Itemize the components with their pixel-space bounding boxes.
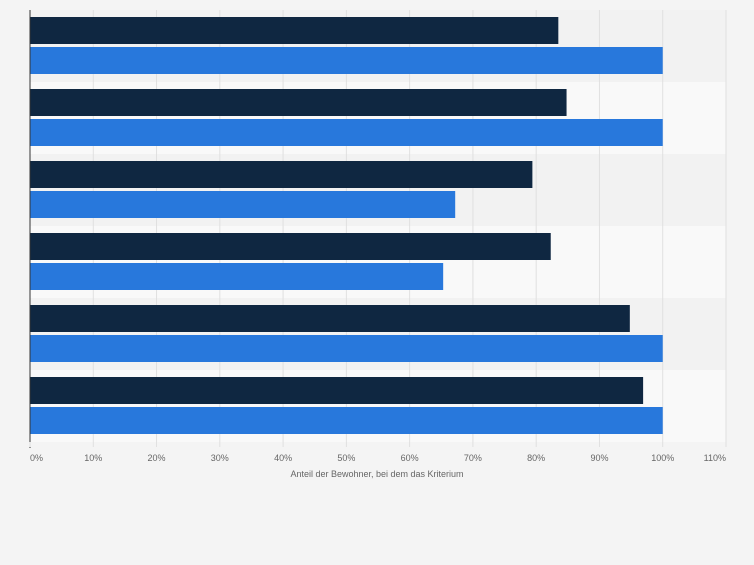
bar-series-2 bbox=[30, 47, 663, 74]
x-tick-labels: 0% 10% 20% 30% 40% 50% 60% 70% 80% 90% 100% 110% bbox=[30, 453, 726, 463]
bar-series-1 bbox=[30, 377, 644, 404]
bar-series-1 bbox=[30, 17, 559, 44]
x-tick-label: 10% bbox=[84, 453, 102, 463]
x-tick-label: 110% bbox=[704, 453, 726, 463]
bar-series-2 bbox=[30, 407, 663, 434]
x-tick-label: 90% bbox=[590, 453, 608, 463]
bar-series-2 bbox=[30, 263, 444, 290]
bar-series-1 bbox=[30, 89, 567, 116]
x-tick-label: 20% bbox=[148, 453, 166, 463]
x-tick-label: 30% bbox=[211, 453, 229, 463]
x-tick-label: 70% bbox=[464, 453, 482, 463]
bar-series-2 bbox=[30, 191, 456, 218]
bar-series-2 bbox=[30, 335, 663, 362]
bar-series-1 bbox=[30, 233, 551, 260]
bar-series-1 bbox=[30, 305, 630, 332]
x-axis-label: Anteil der Bewohner, bei dem das Kriteri… bbox=[290, 469, 463, 479]
x-tick-label: 50% bbox=[337, 453, 355, 463]
axis bbox=[29, 10, 727, 448]
bars bbox=[30, 17, 663, 434]
x-tick-label: 40% bbox=[274, 453, 292, 463]
x-tick-label: 100% bbox=[651, 453, 674, 463]
x-tick-label: 60% bbox=[401, 453, 419, 463]
x-tick-label: 0% bbox=[30, 453, 43, 463]
bar-series-2 bbox=[30, 119, 663, 146]
bar-series-1 bbox=[30, 161, 533, 188]
x-tick-label: 80% bbox=[527, 453, 545, 463]
